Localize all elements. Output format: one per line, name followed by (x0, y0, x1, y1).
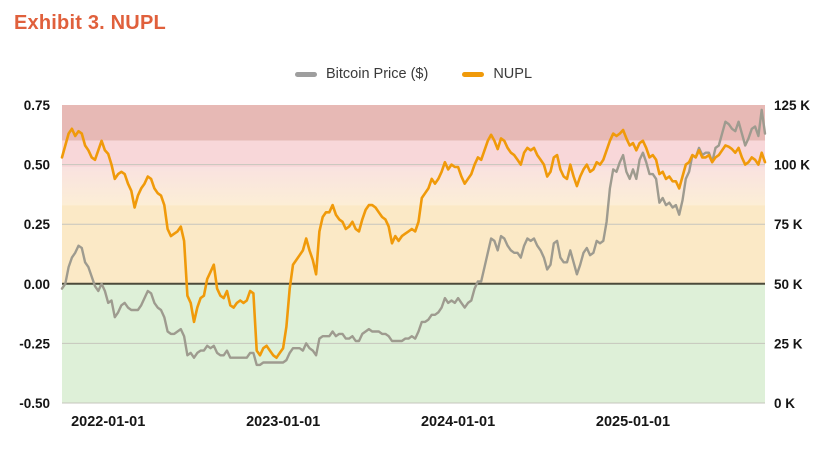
legend-item-nupl: NUPL (462, 66, 532, 82)
background-zone-2 (62, 166, 765, 206)
left-axis-tick-label: 0.50 (24, 158, 50, 173)
legend-item-bitcoin-price: Bitcoin Price ($) (294, 66, 429, 82)
legend-swatch-icon (462, 71, 485, 77)
chart-legend: Bitcoin Price ($) NUPL (62, 66, 765, 82)
right-axis-tick-label: 25 K (774, 336, 803, 351)
x-axis-tick-label: 2022-01-01 (71, 414, 145, 430)
left-axis-tick-label: -0.50 (19, 396, 50, 411)
left-axis-tick-label: 0.00 (24, 277, 50, 292)
page-title: Exhibit 3. NUPL (14, 12, 166, 34)
right-axis-tick-label: 125 K (774, 98, 810, 113)
x-axis-tick-label: 2025-01-01 (596, 414, 670, 430)
legend-label: Bitcoin Price ($) (325, 66, 429, 82)
nupl-line (60, 127, 767, 360)
right-axis-tick-label: 75 K (774, 217, 803, 232)
nupl-chart: 0.75 0.50 0.25 0.00 -0.25 -0.50 125 K 100 K 75 K… (19, 98, 810, 430)
right-axis-tick-label: 0 K (774, 396, 795, 411)
left-axis-tick-label: 0.75 (24, 98, 51, 113)
left-axis-tick-label: 0.25 (24, 217, 51, 232)
bitcoin-price-line (60, 108, 767, 367)
right-axis-tick-label: 100 K (774, 158, 810, 173)
left-axis-tick-label: -0.25 (19, 336, 50, 351)
background-zone-0 (62, 105, 765, 141)
x-axis-tick-label: 2024-01-01 (421, 414, 495, 430)
background-zone-3 (62, 205, 765, 284)
x-axis-tick-label: 2023-01-01 (246, 414, 320, 430)
legend-label: NUPL (493, 66, 533, 82)
right-axis-tick-label: 50 K (774, 277, 803, 292)
background-zone-1 (62, 140, 765, 167)
legend-swatch-icon (294, 71, 317, 77)
